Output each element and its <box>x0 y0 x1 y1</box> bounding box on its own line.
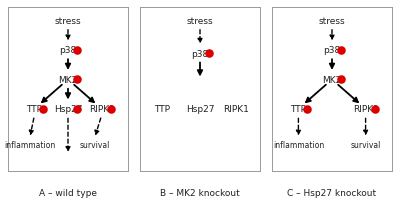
Text: survival: survival <box>350 141 381 150</box>
Text: Hsp27: Hsp27 <box>54 105 82 114</box>
Text: RIPK1: RIPK1 <box>89 105 114 114</box>
Text: TTP: TTP <box>290 105 306 114</box>
Text: Hsp27: Hsp27 <box>186 105 214 114</box>
Text: inflammation: inflammation <box>273 141 324 150</box>
Point <box>74 108 80 111</box>
Text: p38: p38 <box>191 49 209 58</box>
Text: MK2: MK2 <box>58 75 78 84</box>
Text: C – Hsp27 knockout: C – Hsp27 knockout <box>288 188 376 197</box>
Point <box>40 108 46 111</box>
Text: survival: survival <box>79 141 110 150</box>
Text: p38: p38 <box>59 46 77 55</box>
Text: inflammation: inflammation <box>4 141 55 150</box>
Text: MK2: MK2 <box>322 75 342 84</box>
Text: RIPK1: RIPK1 <box>223 105 249 114</box>
Point <box>338 49 344 52</box>
Text: B – MK2 knockout: B – MK2 knockout <box>160 188 240 197</box>
Text: p38: p38 <box>323 46 341 55</box>
Point <box>372 108 378 111</box>
Text: stress: stress <box>319 17 345 26</box>
Text: TTP: TTP <box>26 105 42 114</box>
Text: stress: stress <box>187 17 213 26</box>
Point <box>304 108 310 111</box>
Text: stress: stress <box>55 17 81 26</box>
Point <box>107 108 114 111</box>
Point <box>206 52 212 55</box>
Point <box>74 78 80 82</box>
Text: A – wild type: A – wild type <box>39 188 97 197</box>
Text: TTP: TTP <box>154 105 170 114</box>
Point <box>338 78 344 82</box>
Text: RIPK1: RIPK1 <box>353 105 378 114</box>
Point <box>74 49 80 52</box>
